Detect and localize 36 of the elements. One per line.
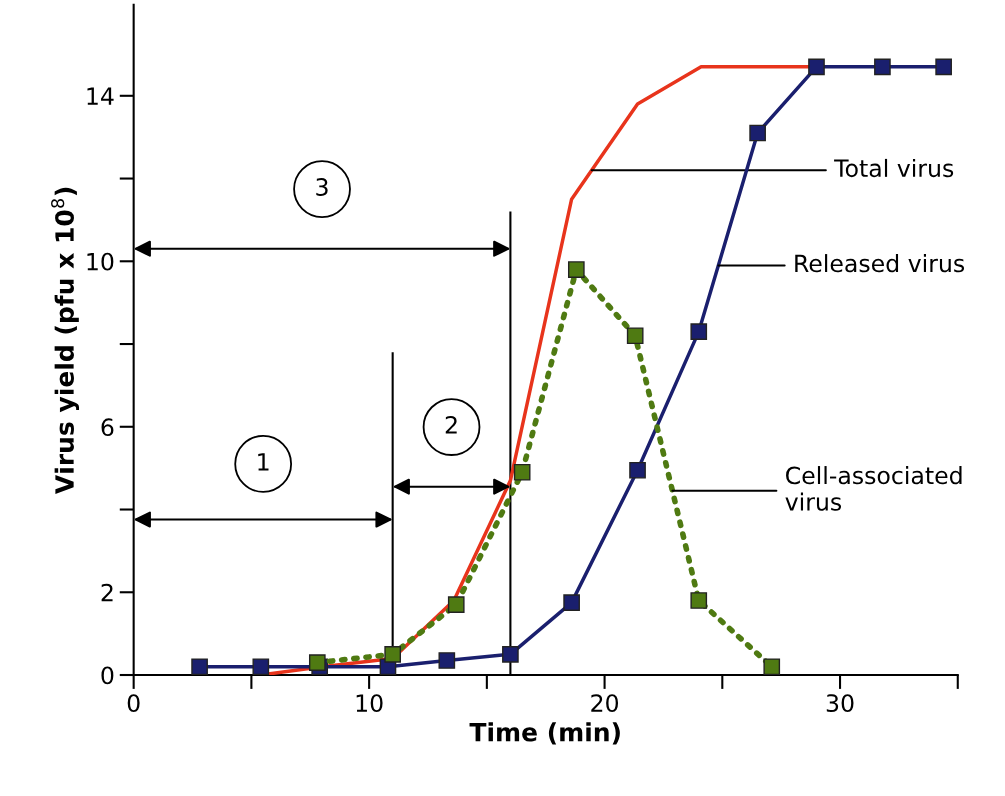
point xyxy=(629,461,646,479)
point xyxy=(874,58,891,76)
y-axis-title: Virus yield (pfu x 10$^{8}$) xyxy=(51,187,80,495)
point xyxy=(763,658,781,676)
text: Cell-associated virus xyxy=(785,466,962,511)
point xyxy=(502,645,519,663)
x-tick-label: 0 xyxy=(127,694,140,713)
y-tick-label: 10 xyxy=(87,252,114,271)
y-tick-label: 14 xyxy=(87,87,114,105)
point xyxy=(935,58,952,76)
annotation: 3 xyxy=(316,178,328,196)
point xyxy=(252,658,270,676)
point xyxy=(438,652,456,669)
x-axis-title: Time (min) xyxy=(469,722,620,745)
y-tick-label: 6 xyxy=(101,418,114,437)
point xyxy=(749,124,766,142)
x-tick-label: 30 xyxy=(826,694,854,713)
point xyxy=(447,596,465,614)
point xyxy=(563,594,580,611)
point xyxy=(808,58,825,76)
text: Total virus xyxy=(834,158,954,178)
y-tick-label: 2 xyxy=(101,583,113,602)
point xyxy=(626,327,644,345)
point xyxy=(690,323,708,340)
x-tick-label: 10 xyxy=(356,694,383,713)
x-tick-label: 20 xyxy=(591,694,619,713)
point xyxy=(690,592,708,609)
point xyxy=(308,654,326,671)
point xyxy=(384,645,402,663)
point xyxy=(567,261,585,278)
text: Released virus xyxy=(795,254,965,273)
point xyxy=(513,463,531,481)
annotation: 1 xyxy=(258,453,269,471)
annotation: 2 xyxy=(445,416,457,434)
point xyxy=(191,658,208,676)
y-tick-label: 0 xyxy=(101,666,114,685)
